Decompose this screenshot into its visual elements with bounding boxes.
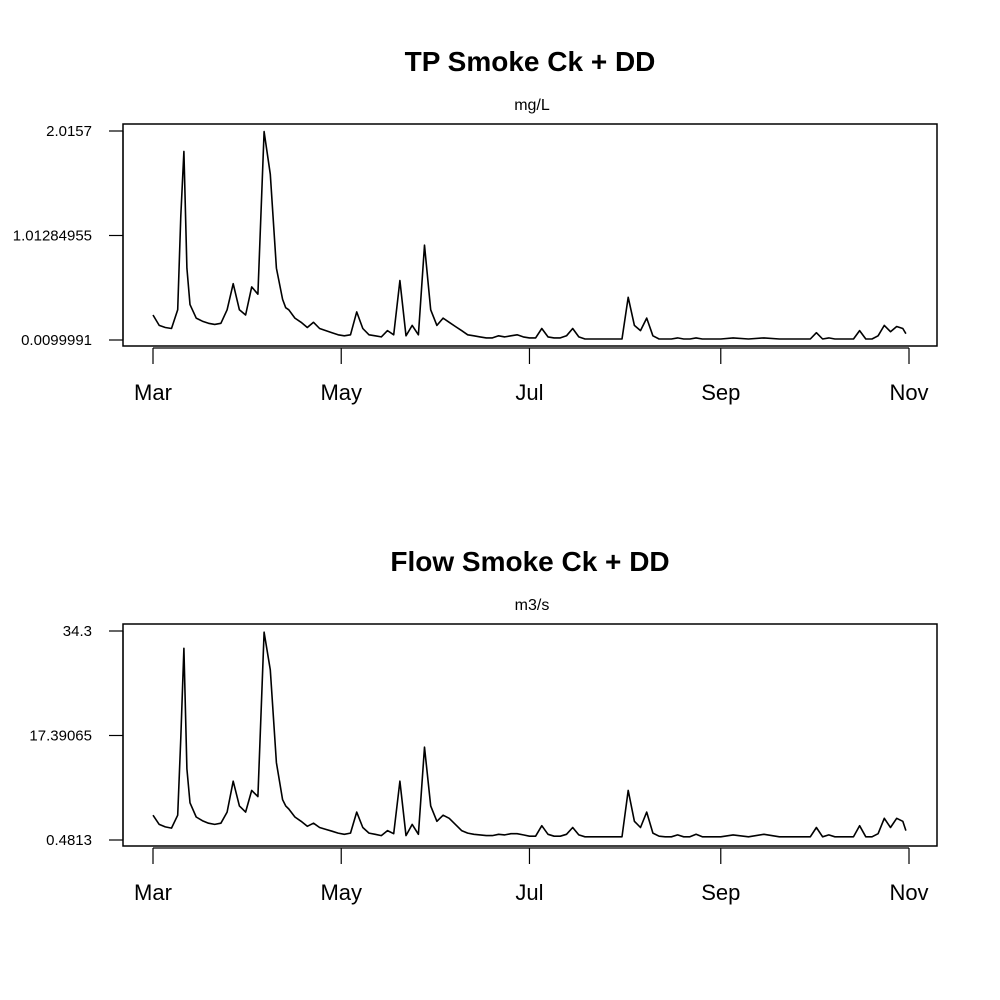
x-tick-label: May <box>320 380 362 405</box>
x-tick-label: Jul <box>515 380 543 405</box>
x-tick-label: Mar <box>134 880 172 905</box>
y-tick-label: 34.3 <box>63 623 92 640</box>
y-tick-label: 1.01284955 <box>13 228 92 245</box>
series-line <box>152 631 907 838</box>
plot-frame <box>122 123 938 347</box>
x-tick-label: Jul <box>515 880 543 905</box>
series-line <box>152 130 907 340</box>
x-tick-label: Nov <box>889 880 928 905</box>
x-tick-label: May <box>320 880 362 905</box>
chart-title: Flow Smoke Ck + DD <box>390 546 670 577</box>
y-tick-label: 0.4813 <box>46 832 92 849</box>
y-tick-label: 2.0157 <box>46 123 92 140</box>
x-tick-label: Sep <box>701 880 740 905</box>
x-tick-label: Nov <box>889 380 928 405</box>
x-tick-label: Mar <box>134 380 172 405</box>
tp-chart-panel: TP Smoke Ck + DD mg/L Mar May Jul Sep Nov 2.0… <box>13 46 938 405</box>
y-tick-label: 0.0099991 <box>21 332 92 349</box>
tp-plot-area: Mar May Jul Sep Nov 2.0157 1.01284955 0.0099991 <box>13 123 938 405</box>
chart-subtitle: mg/L <box>514 97 550 114</box>
x-tick-label: Sep <box>701 380 740 405</box>
chart-title: TP Smoke Ck + DD <box>404 46 656 77</box>
flow-chart-panel: Flow Smoke Ck + DD m3/s Mar May Jul Sep Nov 3… <box>0 500 1000 1000</box>
chart-subtitle: m3/s <box>514 597 550 614</box>
flow-plot-area: Mar May Jul Sep Nov 34.3 17.39065 0.4813 <box>29 623 938 905</box>
y-tick-label: 17.39065 <box>29 728 92 745</box>
